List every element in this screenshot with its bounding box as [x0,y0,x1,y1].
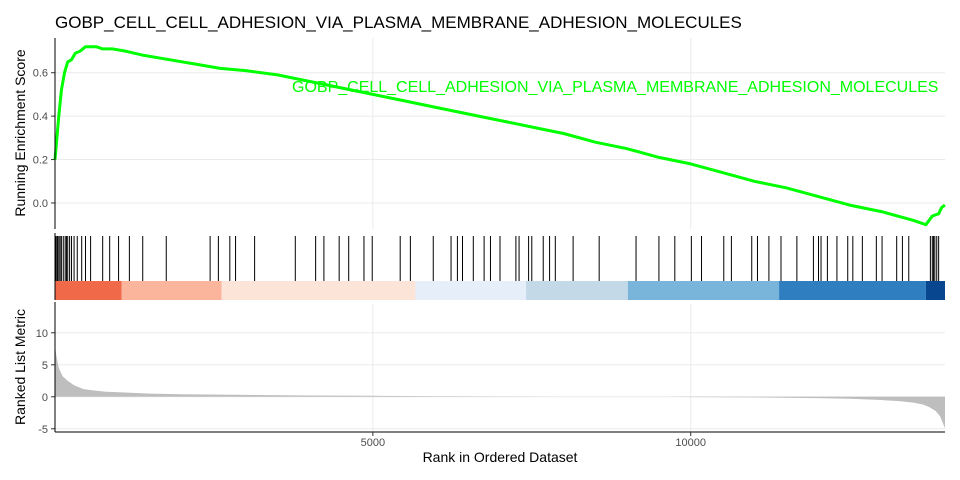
x-axis-title: Rank in Ordered Dataset [423,449,578,465]
chart-title: GOBP_CELL_CELL_ADHESION_VIA_PLASMA_MEMBR… [55,13,742,32]
rank-color-band [121,281,222,300]
hits-panel [54,233,945,300]
rank-color-band [526,281,628,300]
ranked-metric-y-tick-label: 0 [42,392,48,404]
ranked-metric-y-tick-label: -5 [38,424,48,436]
x-axis-tick-label: 5000 [361,437,385,449]
running-score-line [53,45,946,227]
ranked-metric-gridlines [55,304,945,432]
rank-color-bar [55,281,945,300]
running-score-y-axis-title: Running Enrichment Score [12,49,28,217]
rank-color-band [55,281,122,300]
running-score-y-tick-label: 0.6 [33,68,48,80]
x-axis-ticks: 5000 10000 [361,432,706,449]
running-score-gridlines [55,38,945,229]
x-axis-tick-label: 10000 [675,437,706,449]
ranked-metric-y-axis-title: Ranked List Metric [12,309,28,425]
ranked-metric-y-ticks: -5 0 5 10 [36,328,55,436]
running-score-y-tick-label: 0.0 [33,198,48,210]
running-score-y-tick-label: 0.2 [33,155,48,167]
rank-color-band [221,281,416,300]
rank-color-band [779,281,926,300]
ranked-metric-y-tick-label: 5 [42,360,48,372]
gene-set-label: GOBP_CELL_CELL_ADHESION_VIA_PLASMA_MEMBR… [292,79,938,96]
hit-marks [55,236,940,281]
ranked-metric-area [55,345,945,429]
rank-color-band [415,281,527,300]
ranked-metric-y-tick-label: 10 [36,328,48,340]
running-score-y-ticks: 0.0 0.2 0.4 0.6 [33,68,55,210]
running-score-y-tick-label: 0.4 [33,111,48,123]
running-score-panel: 0.0 0.2 0.4 0.6 GOBP_CELL_CELL_ADHESION_VIA… [12,38,946,229]
rank-color-band [925,281,945,300]
rank-color-band [627,281,780,300]
ranked-metric-panel: -5 0 5 10 5000 10000 Ranked List Metric Rank… [12,302,945,465]
